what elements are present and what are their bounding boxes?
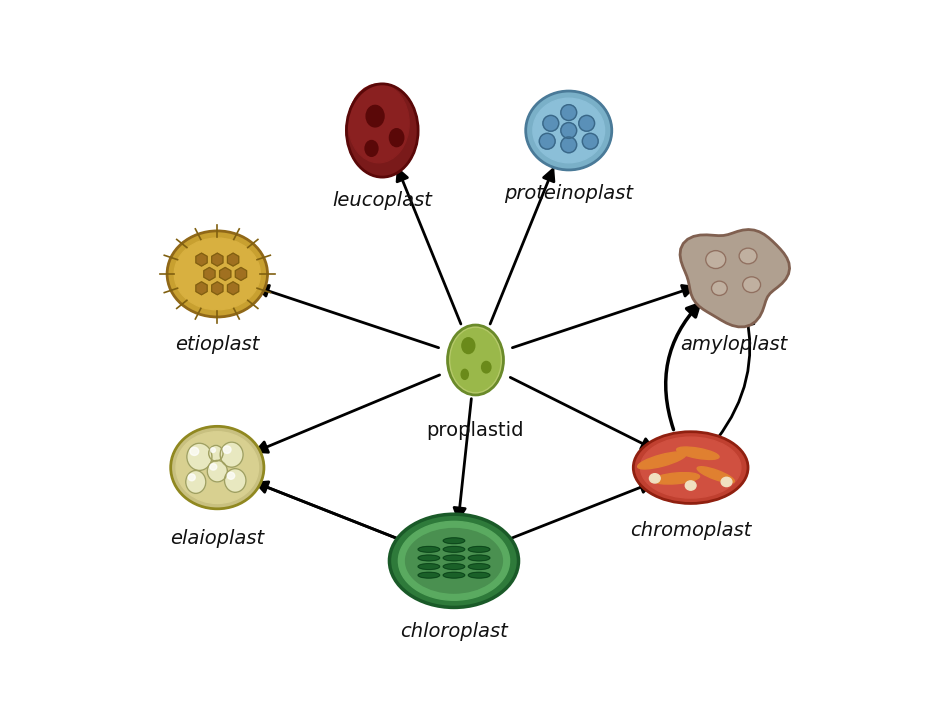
Polygon shape (680, 230, 789, 327)
Polygon shape (212, 282, 223, 294)
Ellipse shape (653, 472, 700, 484)
Ellipse shape (468, 555, 490, 561)
Ellipse shape (462, 338, 475, 354)
Text: chromoplast: chromoplast (630, 521, 751, 541)
Ellipse shape (185, 470, 205, 493)
Polygon shape (236, 267, 246, 280)
Polygon shape (220, 267, 231, 280)
Ellipse shape (640, 437, 741, 498)
Ellipse shape (418, 555, 439, 561)
Ellipse shape (210, 464, 217, 470)
Text: proplastid: proplastid (427, 421, 524, 440)
Ellipse shape (451, 328, 500, 392)
Ellipse shape (174, 238, 261, 310)
Ellipse shape (389, 514, 518, 608)
Ellipse shape (208, 446, 223, 461)
Ellipse shape (227, 472, 235, 480)
Polygon shape (204, 267, 215, 280)
Text: amyloplast: amyloplast (680, 335, 787, 354)
Ellipse shape (743, 276, 761, 292)
Ellipse shape (468, 546, 490, 552)
Ellipse shape (526, 91, 611, 170)
Ellipse shape (418, 572, 439, 578)
Ellipse shape (443, 555, 465, 561)
Ellipse shape (221, 442, 243, 467)
Polygon shape (212, 253, 223, 266)
Ellipse shape (366, 105, 384, 127)
Ellipse shape (224, 469, 246, 492)
Ellipse shape (706, 251, 726, 269)
Ellipse shape (468, 572, 490, 578)
Ellipse shape (418, 546, 439, 552)
Polygon shape (196, 282, 207, 294)
Polygon shape (227, 282, 239, 294)
Ellipse shape (697, 467, 734, 483)
Ellipse shape (561, 122, 576, 138)
Ellipse shape (739, 248, 757, 264)
Ellipse shape (210, 448, 216, 452)
Ellipse shape (170, 426, 264, 509)
Ellipse shape (176, 432, 259, 503)
Ellipse shape (633, 432, 748, 503)
Text: chloroplast: chloroplast (400, 622, 508, 641)
Text: proteinoplast: proteinoplast (504, 184, 633, 203)
Ellipse shape (676, 447, 719, 459)
Ellipse shape (468, 564, 490, 570)
Ellipse shape (582, 133, 598, 149)
Ellipse shape (443, 572, 465, 578)
Text: leucoplast: leucoplast (332, 192, 432, 210)
Ellipse shape (389, 129, 404, 147)
Ellipse shape (481, 361, 491, 373)
Ellipse shape (650, 474, 660, 483)
Ellipse shape (533, 98, 605, 163)
Ellipse shape (167, 231, 267, 317)
Ellipse shape (721, 477, 732, 487)
Text: elaioplast: elaioplast (170, 528, 264, 547)
Ellipse shape (188, 474, 195, 481)
Ellipse shape (686, 481, 696, 490)
Polygon shape (227, 253, 239, 266)
Ellipse shape (190, 447, 199, 456)
Ellipse shape (443, 538, 465, 544)
Polygon shape (196, 253, 207, 266)
Ellipse shape (561, 137, 576, 153)
Ellipse shape (543, 115, 558, 131)
Ellipse shape (638, 452, 687, 469)
Ellipse shape (448, 325, 503, 395)
Ellipse shape (539, 133, 555, 149)
Ellipse shape (443, 564, 465, 570)
Ellipse shape (461, 369, 468, 379)
Ellipse shape (711, 281, 728, 295)
Ellipse shape (443, 546, 465, 552)
Ellipse shape (398, 521, 510, 600)
Ellipse shape (346, 84, 418, 177)
Text: etioplast: etioplast (175, 335, 260, 354)
Ellipse shape (418, 564, 439, 570)
Ellipse shape (223, 446, 231, 454)
Ellipse shape (579, 115, 594, 131)
Ellipse shape (561, 104, 576, 120)
Ellipse shape (365, 140, 378, 156)
Ellipse shape (207, 460, 227, 482)
Ellipse shape (405, 528, 502, 593)
Ellipse shape (348, 84, 409, 163)
Ellipse shape (186, 444, 212, 470)
